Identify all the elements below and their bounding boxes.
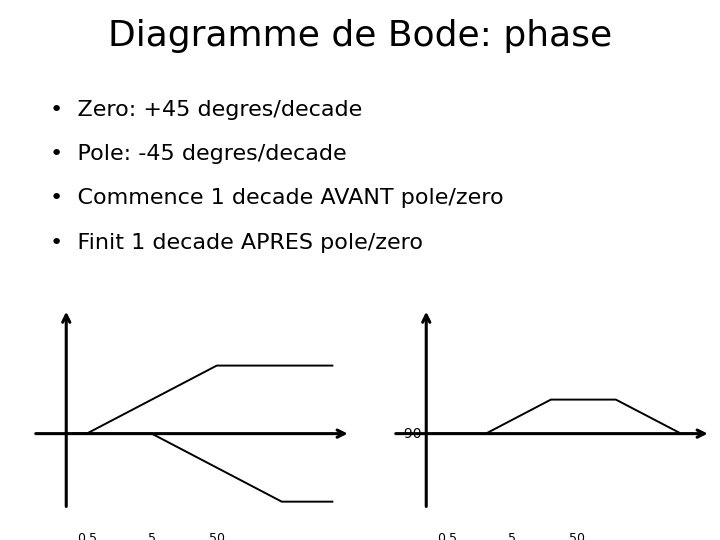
Text: 5: 5 (508, 532, 516, 540)
Text: 0.5: 0.5 (77, 532, 96, 540)
Text: •  Zero: +45 degres/decade: • Zero: +45 degres/decade (50, 100, 363, 120)
Text: •  Finit 1 decade APRES pole/zero: • Finit 1 decade APRES pole/zero (50, 233, 423, 253)
Text: •  Commence 1 decade AVANT pole/zero: • Commence 1 decade AVANT pole/zero (50, 188, 504, 208)
Text: 50: 50 (209, 532, 225, 540)
Text: -90: -90 (399, 427, 422, 441)
Text: •  Pole: -45 degres/decade: • Pole: -45 degres/decade (50, 144, 347, 164)
Text: 50: 50 (569, 532, 585, 540)
Text: Diagramme de Bode: phase: Diagramme de Bode: phase (108, 19, 612, 53)
Text: 0.5: 0.5 (437, 532, 456, 540)
Text: 5: 5 (148, 532, 156, 540)
